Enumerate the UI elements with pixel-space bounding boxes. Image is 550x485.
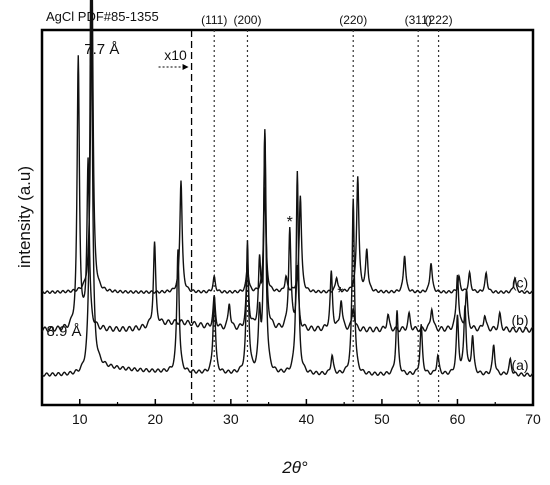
annotation-4: * — [337, 285, 343, 302]
reference-line-label-3: (311) — [405, 13, 432, 27]
scale-marker-arrowhead — [182, 64, 189, 70]
reference-line-label-1: (200) — [233, 13, 261, 27]
annotations: 7.6 Å8.9 Å7.7 Å** — [47, 41, 344, 340]
x-tick-label-0: 10 — [72, 411, 88, 427]
x-tick-label-3: 40 — [299, 411, 315, 427]
reference-line-label-0: (111) — [201, 13, 227, 27]
reference-label: AgCl PDF#85-1355 — [46, 9, 159, 24]
annotation-3: * — [287, 214, 293, 231]
series-label-a: (a) — [511, 357, 528, 373]
scale-marker-label: x10 — [164, 47, 187, 63]
x-tick-label-4: 50 — [374, 411, 390, 427]
x-tick-label-1: 20 — [148, 411, 164, 427]
reference-line-label-2: (220) — [339, 13, 367, 27]
plot-frame — [40, 28, 535, 407]
x-axis-label: 2θ° — [281, 458, 308, 477]
series-label-b: (b) — [511, 312, 528, 328]
reference-lines: (111) (200) (220) (311)(222) x10 — [158, 13, 453, 405]
x-tick-label-5: 60 — [450, 411, 466, 427]
series-line-c — [41, 0, 534, 295]
annotation-1: 8.9 Å — [47, 323, 82, 340]
reference-line-label-4: (222) — [425, 13, 453, 27]
series-group: (c) (b) (a) — [41, 0, 534, 377]
y-axis-label: intensity (a.u) — [15, 166, 34, 268]
series-line-b — [41, 55, 534, 333]
x-axis-ticks: 10 20 30 40 50 60 70 — [41, 399, 541, 427]
annotation-2: 7.7 Å — [84, 41, 119, 58]
series-line-a — [41, 0, 534, 377]
series-label-c: (c) — [512, 275, 528, 291]
x-tick-label-2: 30 — [223, 411, 239, 427]
x-tick-label-6: 70 — [525, 411, 541, 427]
